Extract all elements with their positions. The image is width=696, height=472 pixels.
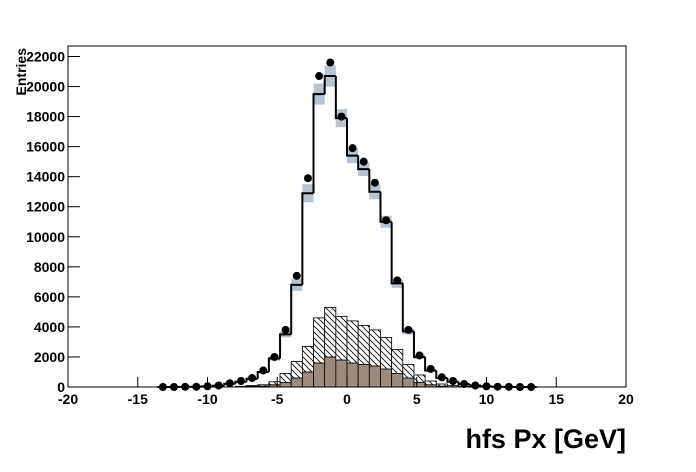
data-point	[236, 376, 245, 385]
y-tick-label: 4000	[34, 319, 65, 335]
y-tick-label: 12000	[26, 199, 65, 215]
mc-bin	[302, 193, 314, 387]
mc-bin	[347, 155, 359, 387]
stack-bin	[435, 383, 448, 387]
stack-bin	[301, 346, 314, 373]
data-point	[426, 364, 435, 373]
stack-bin	[402, 364, 415, 379]
stack-bin	[335, 315, 348, 361]
stack-bin	[257, 384, 270, 387]
data-point	[259, 366, 268, 375]
x-tick-label: 10	[479, 391, 495, 407]
y-tick-label: 0	[57, 379, 65, 395]
stack-bin	[290, 361, 303, 379]
y-axis-label: Entries	[13, 48, 29, 96]
data-point	[393, 276, 402, 285]
stack-bin	[368, 329, 381, 367]
mc-bin	[246, 378, 258, 387]
y-tick-label: 14000	[26, 169, 65, 185]
stack-bin	[413, 374, 426, 383]
stack-bin	[313, 317, 326, 364]
y-tick-label: 18000	[26, 109, 65, 125]
y-tick-label: 20000	[26, 79, 65, 95]
stack-bin	[357, 364, 370, 388]
x-tick-label: 0	[343, 391, 351, 407]
mc-bin	[369, 191, 381, 387]
x-axis-label: hfs Px [GeV]	[465, 424, 626, 454]
x-tick-label: -10	[197, 391, 217, 407]
data-point	[281, 325, 290, 334]
y-tick-label: 16000	[26, 139, 65, 155]
x-tick-label: 5	[413, 391, 421, 407]
data-point	[225, 379, 234, 388]
x-tick-label: 15	[548, 391, 564, 407]
x-tick-label: -15	[128, 391, 148, 407]
stack-bin	[246, 385, 259, 387]
data-point	[359, 157, 368, 166]
mc-bin	[291, 284, 303, 387]
stack-bin	[290, 377, 303, 388]
stack-bin	[424, 380, 437, 386]
stack-bin	[391, 373, 404, 388]
data-point	[315, 72, 324, 81]
stack-bin	[413, 382, 426, 388]
mc-bin	[257, 371, 269, 387]
data-point	[337, 112, 346, 121]
data-point	[471, 381, 480, 390]
data-point	[460, 379, 469, 388]
y-tick-label: 6000	[34, 289, 65, 305]
mc-bin	[425, 370, 437, 387]
stack-bin	[301, 371, 314, 388]
stack-bin	[324, 356, 337, 388]
stack-bin	[346, 362, 359, 388]
mc-bin	[391, 283, 403, 387]
data-point	[270, 352, 279, 361]
stack-bin	[380, 368, 393, 388]
y-tick-label: 8000	[34, 259, 65, 275]
mc-bin	[280, 334, 292, 387]
data-point	[214, 381, 223, 390]
stack-bin	[368, 365, 381, 388]
y-tick-label: 22000	[26, 49, 65, 65]
stack-bin	[391, 349, 404, 374]
data-point	[415, 351, 424, 360]
stack-bin	[402, 377, 415, 388]
data-point	[348, 144, 357, 153]
stack-bin	[380, 337, 393, 370]
mc-bin	[313, 94, 325, 387]
data-point	[370, 178, 379, 187]
mc-bin	[335, 118, 347, 388]
mc-bin	[402, 331, 414, 387]
data-point	[292, 271, 301, 280]
stack-bin	[346, 320, 359, 364]
mc-bin	[380, 221, 392, 387]
x-tick-label: -5	[271, 391, 284, 407]
data-point	[449, 376, 458, 385]
mc-bin	[324, 76, 336, 387]
stack-bin	[313, 362, 326, 388]
data-point	[303, 174, 312, 183]
data-point	[326, 58, 335, 67]
data-point	[248, 373, 257, 382]
stack-bin	[335, 359, 348, 388]
x-tick-label: -20	[58, 391, 78, 407]
stack-bin	[279, 373, 292, 383]
data-point	[437, 373, 446, 382]
mc-bin	[413, 356, 426, 387]
stack-bin	[324, 306, 337, 358]
mc-bin	[268, 358, 281, 387]
mc-bin	[436, 377, 448, 387]
stack-bin	[268, 381, 281, 386]
data-point	[382, 216, 391, 225]
stack-bin	[357, 325, 370, 365]
x-tick-label: 20	[618, 391, 634, 407]
stack-bin	[279, 382, 292, 388]
y-tick-label: 2000	[34, 349, 65, 365]
y-tick-label: 10000	[26, 229, 65, 245]
data-point	[404, 325, 413, 334]
mc-bin	[358, 169, 370, 387]
